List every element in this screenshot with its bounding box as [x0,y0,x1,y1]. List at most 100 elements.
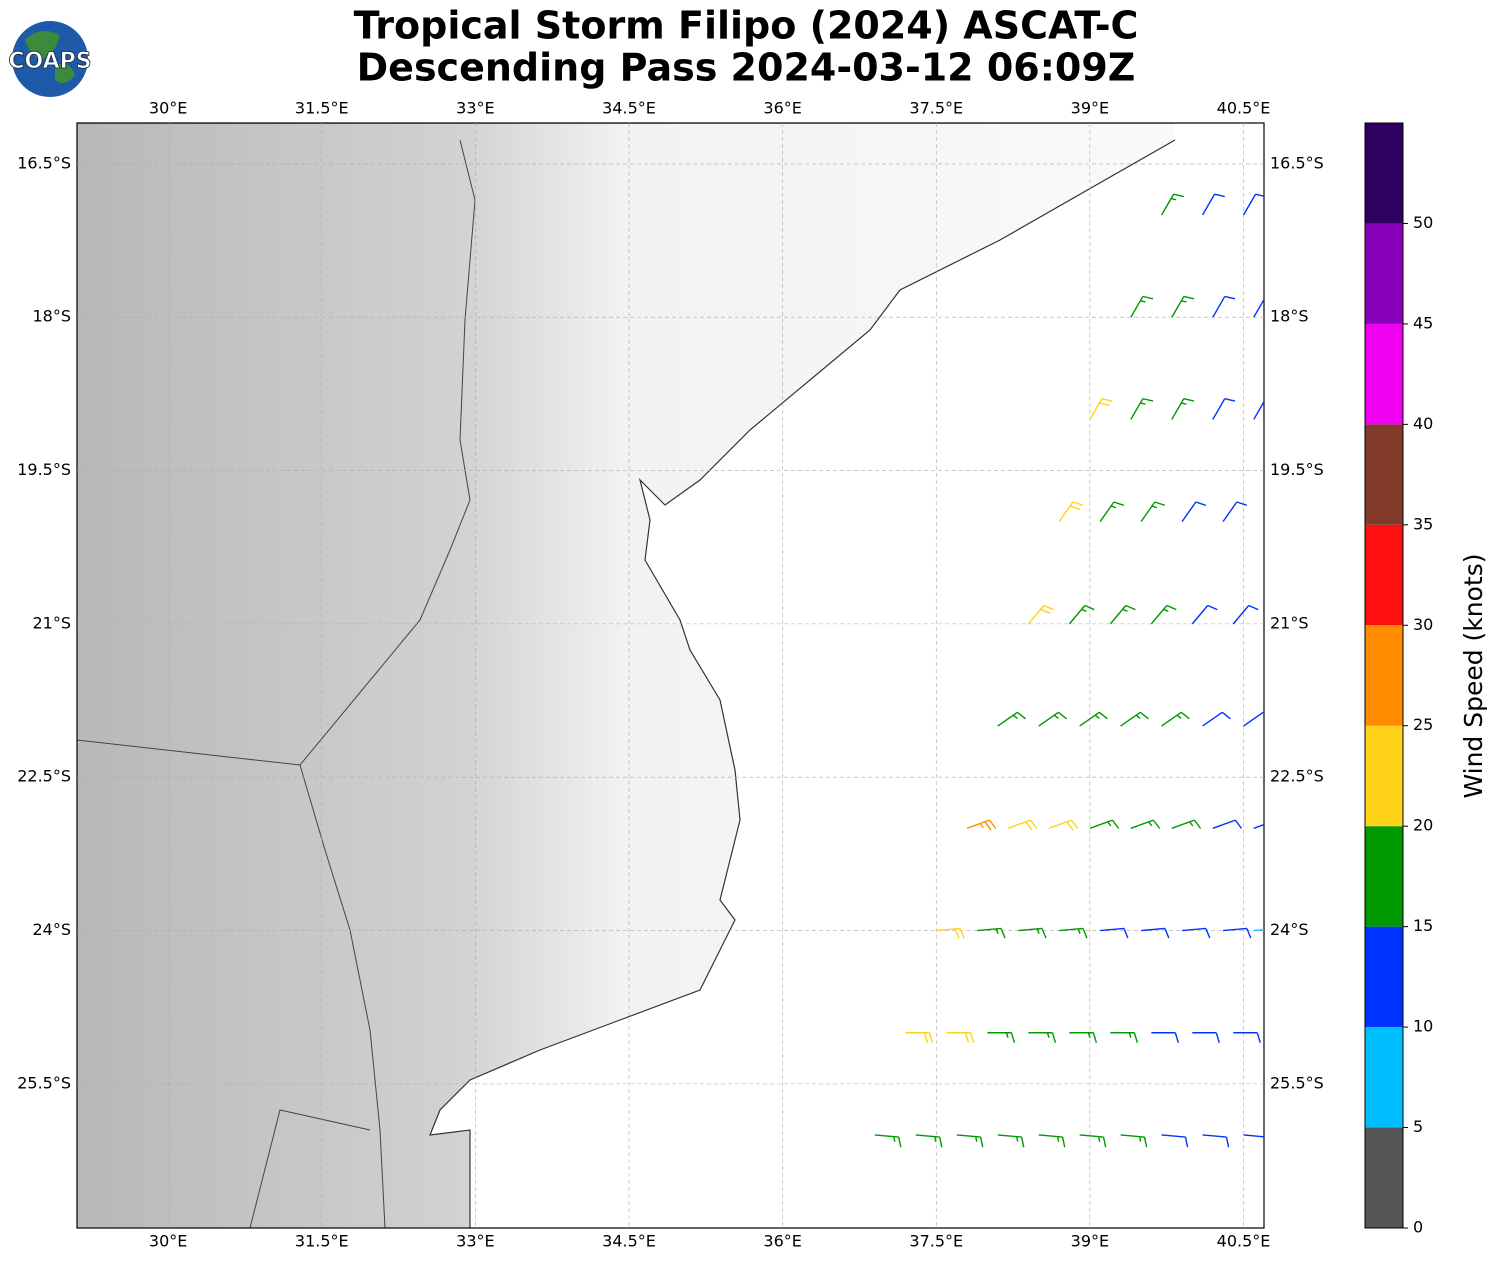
wind-barb [1099,501,1125,523]
wind-barb [1222,927,1252,939]
colorbar-tick-label: 5 [1413,1117,1423,1136]
y-tick-label: 18°S [32,307,71,326]
colorbar-segment [1365,926,1403,1028]
wind-barb [1130,295,1154,318]
x-tick-label: 30°E [149,1232,187,1251]
wind-barb [1161,1134,1189,1148]
wind-barb [1222,501,1247,523]
land [77,123,1175,1228]
wind-barb [1038,711,1067,727]
wind-barb [1079,711,1108,727]
colorbar-tick-label: 40 [1413,414,1433,433]
x-tick-label: 39°E [1071,99,1109,118]
wind-barb [1243,1134,1264,1138]
wind-barb [1253,823,1264,829]
wind-barb [1089,819,1120,829]
y-tick-label: 18°S [1270,307,1309,326]
wind-barb [1100,927,1129,939]
colorbar-tick-label: 30 [1413,615,1433,634]
wind-barbs [874,193,1264,1148]
wind-barb [1192,1032,1220,1043]
coastline [77,123,1176,1228]
wind-barb [1161,711,1190,727]
y-tick-label: 21°S [32,613,71,632]
wind-barb [936,927,965,939]
wind-barb [956,1134,984,1148]
wind-barb [1120,1134,1148,1148]
colorbar-segment [1365,223,1403,324]
wind-barb [1253,298,1264,318]
x-tick-label: 39°E [1071,1232,1109,1251]
x-tick-label: 37.5°E [909,99,963,118]
wind-barb [946,1032,975,1043]
x-tick-label: 40.5°E [1217,99,1271,118]
wind-barb [1059,927,1088,939]
y-tick-label: 19.5°S [1270,460,1324,479]
wind-barb [1110,1032,1139,1043]
wind-barb [1130,397,1154,420]
colorbar-segment [1365,123,1403,224]
colorbar-tick-label: 0 [1413,1218,1423,1237]
colorbar-tick-label: 25 [1413,715,1433,734]
chart-title: Tropical Storm Filipo (2024) ASCAT-C [354,4,1139,48]
colorbar-segment [1365,1027,1403,1128]
wind-barb [874,1134,902,1148]
wind-barb [1120,711,1149,727]
wind-barb [1212,295,1236,318]
colorbar-segment [1365,1127,1403,1228]
wind-barb [1191,604,1218,625]
wind-barb [997,711,1027,727]
wind-barb [1069,1032,1098,1043]
x-tick-label: 37.5°E [909,1232,963,1251]
wind-barb [1171,397,1195,420]
map-background [77,123,1264,1228]
wind-barb [1243,711,1264,727]
logo-land [25,31,75,84]
colorbar-segment [1365,323,1403,425]
colorbar-segment [1365,826,1403,927]
map-frame [76,122,1265,1229]
y-tick-label: 19.5°S [17,460,71,479]
wind-barb [1232,604,1259,625]
wind-barb [915,1134,943,1148]
colorbar-segment [1365,424,1403,525]
y-tick-label: 24°S [32,920,71,939]
colorbar-frame [1364,122,1404,1229]
colorbar-tick-label: 35 [1413,514,1433,533]
wind-barb [1242,193,1264,216]
wind-barb [1018,927,1047,939]
wind-barb [1253,928,1264,932]
axes: 30°E 30°E 31.5°E 31.5°E 33°E 33°E 34.5°E 34.5°E… [17,99,1324,1251]
x-tick-label: 33°E [456,1232,494,1251]
wind-barb [966,819,997,831]
borders [77,139,476,1228]
wind-barb [997,1134,1025,1148]
wind-barb [1150,604,1177,625]
y-tick-label: 24°S [1270,920,1309,939]
wind-barb [1141,927,1170,939]
wind-barb [1201,193,1225,216]
wind-barb [1171,295,1195,318]
x-tick-label: 33°E [456,99,494,118]
wind-barb [1038,1134,1066,1148]
x-tick-label: 34.5°E [602,1232,656,1251]
wind-barb [1058,501,1084,523]
x-tick-label: 31.5°E [295,99,349,118]
logo: COAPS [8,21,92,97]
wind-barb [1160,193,1184,216]
wind-barb [905,1032,934,1043]
wind-barb [1212,819,1243,829]
wind-barb [1212,397,1236,420]
wind-barb [1130,819,1161,829]
wind-barb [977,927,1006,939]
wind-barb [1140,501,1165,523]
wind-barb [1027,604,1054,625]
x-tick-label: 36°E [763,1232,801,1251]
x-tick-label: 36°E [763,99,801,118]
colorbar-tick-label: 15 [1413,916,1433,935]
wind-barb [1079,1134,1107,1148]
wind-barb [1253,400,1264,420]
colorbar-segment [1365,725,1403,827]
x-tick-label: 40.5°E [1217,1232,1271,1251]
wind-barb [1089,397,1113,420]
